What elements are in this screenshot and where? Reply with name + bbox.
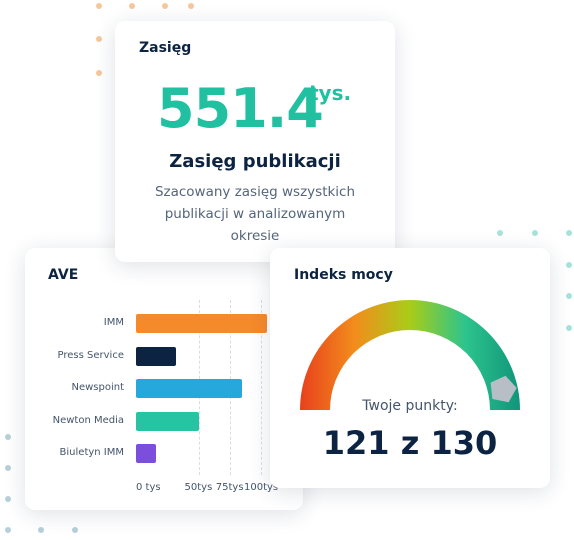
decorative-dot <box>566 230 572 236</box>
power-card-title: Indeks mocy <box>294 267 393 283</box>
chart-category-label: Newspoint <box>71 382 124 393</box>
chart-bar <box>136 411 199 431</box>
reach-value: 551.4 <box>157 77 324 140</box>
chart-category-label: Biuletyn IMM <box>59 447 124 458</box>
decorative-dot <box>5 527 11 533</box>
chart-gridline <box>261 300 262 475</box>
decorative-dot <box>497 230 503 236</box>
reach-card: Zasięg 551.4 tys. Zasięg publikacji Szac… <box>115 21 395 262</box>
decorative-dot <box>96 70 102 76</box>
decorative-dot <box>566 293 572 299</box>
gauge-score: 121 z 130 <box>322 424 498 462</box>
chart-category-label: IMM <box>103 317 124 328</box>
gauge-needle-icon <box>490 375 517 403</box>
decorative-dot <box>188 3 194 9</box>
decorative-dot <box>5 496 11 502</box>
reach-card-title: Zasięg <box>139 40 192 56</box>
decorative-dot <box>129 3 135 9</box>
decorative-dot <box>532 230 538 236</box>
ave-card: AVE 0 tys 50tys 75tys 100tys IMM Press Servic… <box>25 248 303 510</box>
decorative-dot <box>96 36 102 42</box>
chart-tick-label: 75tys <box>215 482 244 493</box>
chart-tick-label: 100tys <box>244 482 279 493</box>
power-index-card: Indeks mocy Twoje punkty: 121 z 130 <box>270 248 550 488</box>
chart-bar <box>136 314 268 333</box>
reach-description: Szacowany zasięg wszystkich publikacji w… <box>154 184 356 244</box>
chart-category-label: Press Service <box>57 349 124 361</box>
decorative-dot <box>5 434 11 440</box>
chart-category-label: Newton Media <box>52 414 124 426</box>
decorative-dot <box>38 527 44 533</box>
decorative-dot <box>72 527 78 533</box>
decorative-dot <box>566 325 572 331</box>
gauge-arc <box>300 300 520 410</box>
decorative-dot <box>566 262 572 268</box>
reach-unit: tys. <box>309 81 352 105</box>
chart-tick-label: 0 tys <box>136 482 161 493</box>
decorative-dot <box>162 3 168 9</box>
chart-tick-label: 50tys <box>184 482 213 493</box>
reach-heading: Zasięg publikacji <box>169 151 341 172</box>
chart-bar <box>136 379 243 398</box>
ave-card-title: AVE <box>48 267 79 283</box>
chart-bar <box>136 444 156 463</box>
decorative-dot <box>5 465 11 471</box>
chart-bar <box>136 346 176 366</box>
power-gauge <box>300 300 520 410</box>
gauge-caption: Twoje punkty: <box>362 398 458 414</box>
decorative-dot <box>96 3 102 9</box>
